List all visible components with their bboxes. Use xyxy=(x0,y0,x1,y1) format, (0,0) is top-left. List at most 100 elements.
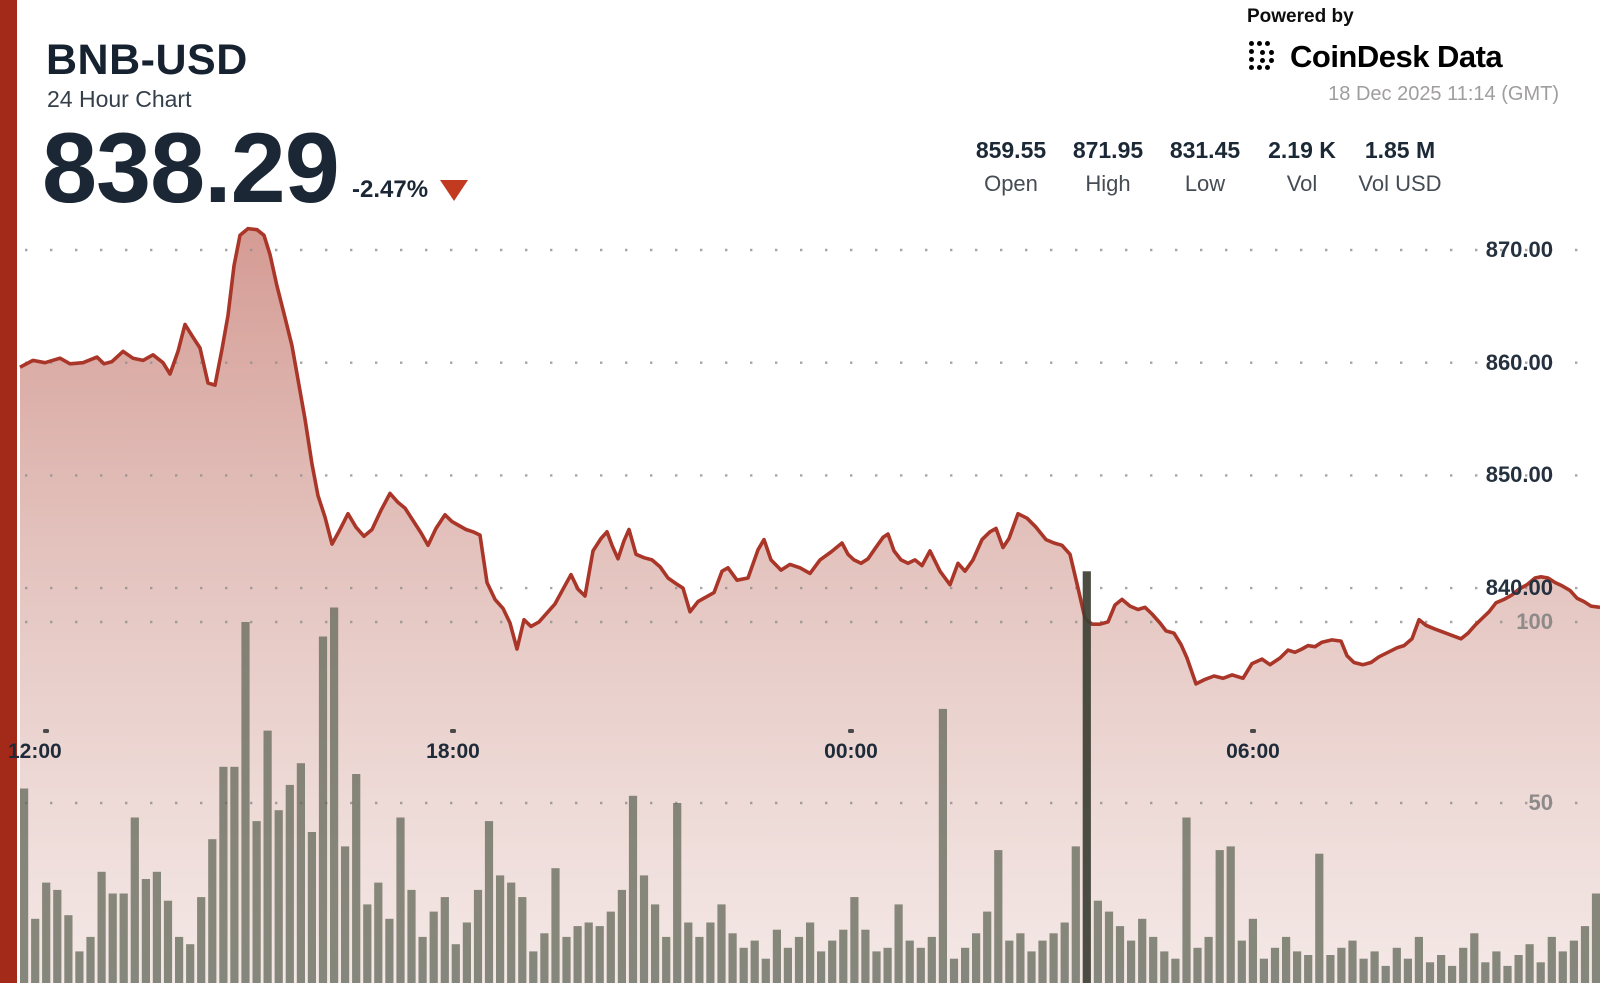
volume-bar xyxy=(31,918,40,983)
last-updated-timestamp: 18 Dec 2025 11:14 (GMT) xyxy=(1328,83,1559,105)
branding-block: Powered by CoinDesk Data xyxy=(1247,6,1559,106)
volume-bar xyxy=(1215,850,1224,983)
volume-bar xyxy=(1071,846,1080,983)
volume-bar xyxy=(186,944,195,983)
volume-bar xyxy=(1569,940,1578,983)
volume-bar xyxy=(1237,940,1246,983)
volume-bar xyxy=(595,926,604,983)
coindesk-logo[interactable]: CoinDesk Data xyxy=(1247,39,1559,75)
volume-bar xyxy=(639,875,649,983)
volume-bar xyxy=(208,839,217,983)
volume-bar xyxy=(241,622,250,983)
volume-bar xyxy=(728,933,737,983)
volume-bar xyxy=(806,922,815,983)
volume-bar xyxy=(1337,947,1346,983)
volume-bar xyxy=(1005,940,1014,983)
volume-bar xyxy=(783,947,792,983)
volume-bar xyxy=(1547,936,1556,983)
volume-bar xyxy=(1536,962,1545,983)
volume-bar xyxy=(573,926,582,983)
time-axis-label-1800: 18:00 xyxy=(426,740,480,763)
volume-bar xyxy=(1259,958,1268,983)
volume-bar xyxy=(684,922,693,983)
volume-bar xyxy=(141,879,150,983)
volume-bar xyxy=(1248,918,1257,983)
volume-bar xyxy=(1304,955,1313,983)
volume-bar xyxy=(219,766,228,983)
volume-bar xyxy=(252,821,261,983)
volume-bar xyxy=(794,936,804,983)
volume-bar xyxy=(916,947,925,983)
volume-bar xyxy=(861,929,870,983)
volume-bar xyxy=(894,904,903,983)
volume-bar xyxy=(817,951,826,983)
coindesk-wordmark: CoinDesk xyxy=(1290,39,1429,74)
volume-bar xyxy=(473,889,483,983)
volume-bar xyxy=(86,936,95,983)
volume-bars xyxy=(20,571,1600,983)
volume-bar xyxy=(496,875,505,983)
volume-bar xyxy=(529,951,538,983)
volume-bar xyxy=(119,893,128,983)
volume-bar xyxy=(163,900,173,983)
chart-period-subtitle: 24 Hour Chart xyxy=(47,86,192,112)
volume-bar xyxy=(307,832,316,983)
volume-bar xyxy=(507,882,516,983)
price-axis-label: 850.00 xyxy=(1485,462,1553,488)
price-change: -2.47% xyxy=(352,176,469,204)
volume-bar xyxy=(1437,955,1446,983)
stat-vol: 2.19 K Vol xyxy=(1227,137,1377,196)
volume-axis-label: 100 xyxy=(1516,609,1553,634)
x-axis-ticks xyxy=(43,729,1256,733)
coindesk-dots-icon xyxy=(1249,41,1274,70)
volume-bar xyxy=(761,958,770,983)
volume-bar xyxy=(230,766,239,983)
stat-value: 2.19 K xyxy=(1268,137,1336,163)
volume-bar xyxy=(1182,817,1191,983)
volume-bar xyxy=(1425,962,1435,983)
volume-bar xyxy=(905,940,914,983)
volume-bar xyxy=(706,922,715,983)
volume-bar xyxy=(1580,926,1590,983)
volume-bar xyxy=(739,947,748,983)
volume-bar xyxy=(374,882,383,983)
volume-bar xyxy=(407,889,416,983)
volume-bar xyxy=(130,817,139,983)
volume-bar xyxy=(175,936,184,983)
stat-label: Low xyxy=(1184,171,1226,197)
volume-bar xyxy=(850,897,859,983)
volume-bar xyxy=(972,933,981,983)
volume-bar xyxy=(64,915,73,983)
volume-bar xyxy=(418,936,427,983)
volume-bar xyxy=(1315,853,1324,983)
volume-bar xyxy=(1470,933,1479,983)
volume-bar xyxy=(385,918,394,983)
volume-bar xyxy=(396,817,405,983)
volume-bar xyxy=(551,868,560,983)
volume-bar xyxy=(673,803,682,983)
volume-bar xyxy=(938,708,947,983)
coindesk-data-wordmark: Data xyxy=(1436,39,1503,74)
volume-bar xyxy=(1016,933,1025,983)
volume-bar xyxy=(263,730,272,983)
volume-bar xyxy=(584,922,593,983)
stat-value: 1.85 M xyxy=(1364,137,1436,163)
volume-bar xyxy=(1060,922,1069,983)
volume-bar xyxy=(318,636,328,983)
volume-bar xyxy=(651,904,660,983)
price-change-percent: -2.47% xyxy=(352,176,429,203)
volume-bar xyxy=(20,788,29,983)
volume-bar xyxy=(839,929,848,983)
symbol-title: BNB-USD xyxy=(46,36,248,84)
volume-bar xyxy=(97,871,106,983)
volume-bar xyxy=(1591,893,1600,983)
volume-bar xyxy=(1525,944,1534,983)
volume-bar xyxy=(1392,947,1401,983)
volume-bar xyxy=(949,958,959,983)
volume-bar xyxy=(1558,951,1567,983)
price-axis-label: 840.00 xyxy=(1485,575,1553,601)
stat-label: Open xyxy=(984,171,1038,197)
volume-bar xyxy=(540,933,549,983)
volume-bar xyxy=(562,936,571,983)
